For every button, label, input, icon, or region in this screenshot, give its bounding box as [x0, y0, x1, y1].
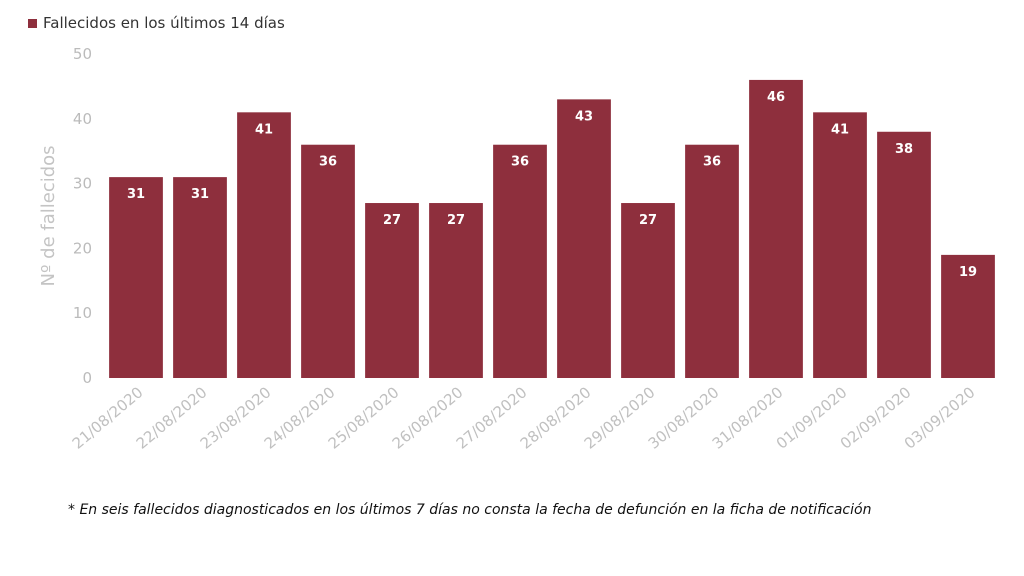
- y-tick-label: 0: [82, 369, 92, 387]
- y-tick-label: 50: [73, 45, 92, 63]
- data-label: 36: [703, 155, 721, 170]
- bar: [365, 203, 419, 378]
- legend: Fallecidos en los últimos 14 días: [28, 14, 285, 32]
- data-label: 36: [511, 155, 529, 170]
- data-label: 27: [383, 213, 401, 228]
- data-label: 41: [831, 122, 849, 137]
- data-label: 27: [447, 213, 465, 228]
- bar: [109, 177, 163, 378]
- bar: [237, 112, 291, 378]
- data-label: 43: [575, 109, 593, 124]
- legend-label: Fallecidos en los últimos 14 días: [43, 14, 285, 32]
- bar: [493, 144, 547, 378]
- x-tick-label: 03/09/2020: [901, 383, 979, 452]
- footnote: * En seis fallecidos diagnosticados en l…: [68, 502, 872, 518]
- y-axis-title: Nº de fallecidos: [38, 145, 59, 286]
- data-label: 31: [127, 187, 145, 202]
- data-label: 46: [767, 90, 785, 105]
- y-tick-label: 40: [73, 110, 92, 128]
- bar: [749, 79, 803, 379]
- data-label: 38: [895, 142, 913, 157]
- y-tick-label: 20: [73, 239, 92, 257]
- bar: [941, 254, 995, 378]
- bar: [557, 99, 611, 379]
- bar: [621, 203, 675, 378]
- legend-swatch: [28, 18, 37, 28]
- data-label: 19: [959, 265, 977, 280]
- y-tick-label: 10: [73, 304, 92, 322]
- bar: [429, 203, 483, 378]
- y-tick-label: 30: [73, 175, 92, 193]
- bar: [173, 177, 227, 378]
- bar: [877, 131, 931, 378]
- bar: [685, 144, 739, 378]
- bar: [301, 144, 355, 378]
- data-label: 31: [191, 187, 209, 202]
- bar: [813, 112, 867, 378]
- data-label: 36: [319, 155, 337, 170]
- data-label: 41: [255, 122, 273, 137]
- data-label: 27: [639, 213, 657, 228]
